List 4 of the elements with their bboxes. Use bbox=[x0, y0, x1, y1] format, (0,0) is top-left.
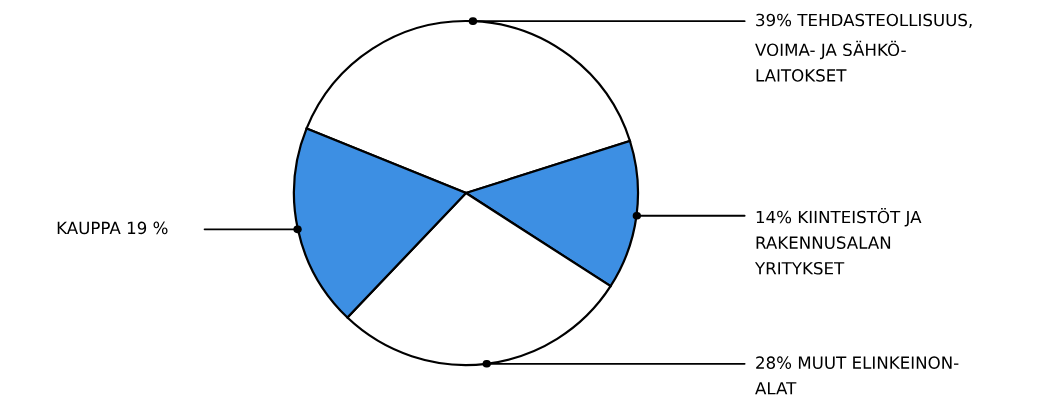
slice-label: 28% MUUT ELINKEINON- ALAT bbox=[755, 356, 959, 395]
slice-label: 14% KIINTEISTÖT JA RAKENNUSALAN YRITYKSET bbox=[754, 207, 922, 275]
slice-label: KAUPPA 19 % bbox=[57, 221, 168, 235]
slice-label: 39% TEHDASTEOLLISUUS, VOIMA- JA SÄHKÖ- LAITOKSET bbox=[755, 13, 972, 82]
